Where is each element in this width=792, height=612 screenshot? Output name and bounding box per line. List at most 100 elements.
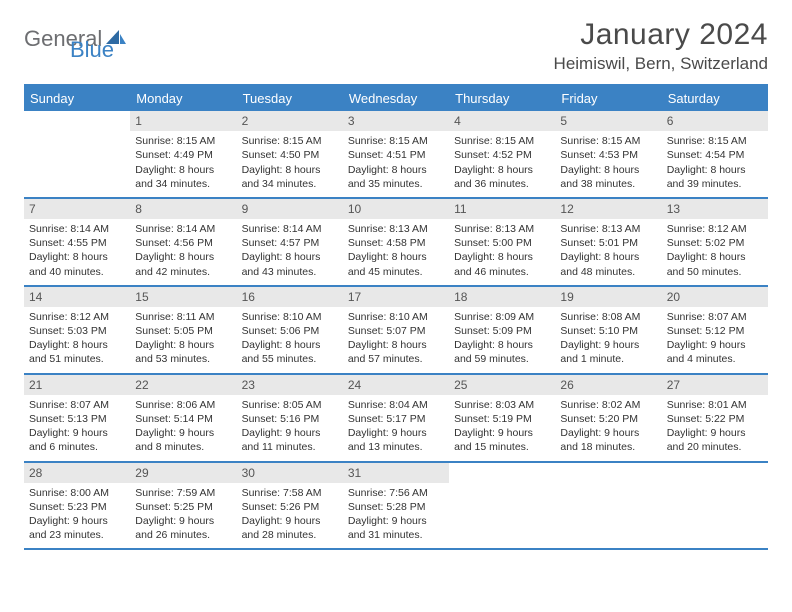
day-number: 24	[343, 375, 449, 395]
sunset-text: Sunset: 4:52 PM	[454, 148, 550, 162]
day-number: 13	[662, 199, 768, 219]
sunset-text: Sunset: 5:22 PM	[667, 412, 763, 426]
sunrise-text: Sunrise: 7:59 AM	[135, 486, 231, 500]
calendar-day-cell: 2 Sunrise: 8:15 AMSunset: 4:50 PMDaylight…	[237, 111, 343, 197]
daylight-line2: and 51 minutes.	[29, 352, 125, 366]
calendar-day-cell: 7Sunrise: 8:14 AMSunset: 4:55 PMDaylight…	[24, 199, 130, 285]
day-number: 18	[449, 287, 555, 307]
calendar-day-cell: 13Sunrise: 8:12 AMSunset: 5:02 PMDayligh…	[662, 199, 768, 285]
daylight-line1: Daylight: 8 hours	[242, 163, 338, 177]
calendar-day-cell	[555, 463, 661, 549]
day-number: 2	[237, 111, 343, 131]
brand-part2: Blue	[70, 37, 114, 63]
sunset-text: Sunset: 4:50 PM	[242, 148, 338, 162]
day-number: 30	[237, 463, 343, 483]
day-number: 31	[343, 463, 449, 483]
day-number: 6	[662, 111, 768, 131]
daylight-line1: Daylight: 9 hours	[242, 426, 338, 440]
daylight-line2: and 6 minutes.	[29, 440, 125, 454]
day-number: 3	[343, 111, 449, 131]
calendar-day-cell: 22Sunrise: 8:06 AMSunset: 5:14 PMDayligh…	[130, 375, 236, 461]
sunset-text: Sunset: 4:56 PM	[135, 236, 231, 250]
daylight-line1: Daylight: 9 hours	[242, 514, 338, 528]
day-number: 11	[449, 199, 555, 219]
weekday-header: Tuesday	[237, 86, 343, 111]
daylight-line1: Daylight: 9 hours	[135, 426, 231, 440]
daylight-line2: and 31 minutes.	[348, 528, 444, 542]
daylight-line2: and 55 minutes.	[242, 352, 338, 366]
sunrise-text: Sunrise: 8:15 AM	[242, 134, 338, 148]
daylight-line1: Daylight: 8 hours	[454, 338, 550, 352]
daylight-line2: and 43 minutes.	[242, 265, 338, 279]
page-title: January 2024	[554, 18, 768, 52]
weekday-header: Sunday	[24, 86, 130, 111]
daylight-line1: Daylight: 8 hours	[667, 163, 763, 177]
calendar-day-cell: 10Sunrise: 8:13 AMSunset: 4:58 PMDayligh…	[343, 199, 449, 285]
sunset-text: Sunset: 5:14 PM	[135, 412, 231, 426]
weekday-header: Wednesday	[343, 86, 449, 111]
day-number: 22	[130, 375, 236, 395]
sunrise-text: Sunrise: 8:11 AM	[135, 310, 231, 324]
sunrise-text: Sunrise: 8:08 AM	[560, 310, 656, 324]
calendar-day-cell: 4Sunrise: 8:15 AMSunset: 4:52 PMDaylight…	[449, 111, 555, 197]
sunrise-text: Sunrise: 8:14 AM	[242, 222, 338, 236]
daylight-line1: Daylight: 8 hours	[29, 338, 125, 352]
sunrise-text: Sunrise: 8:09 AM	[454, 310, 550, 324]
sunrise-text: Sunrise: 8:13 AM	[454, 222, 550, 236]
weekday-header-row: Sunday Monday Tuesday Wednesday Thursday…	[24, 86, 768, 111]
weekday-header: Friday	[555, 86, 661, 111]
daylight-line2: and 28 minutes.	[242, 528, 338, 542]
daylight-line2: and 59 minutes.	[454, 352, 550, 366]
day-number: 28	[24, 463, 130, 483]
sunset-text: Sunset: 4:51 PM	[348, 148, 444, 162]
daylight-line2: and 53 minutes.	[135, 352, 231, 366]
sunset-text: Sunset: 5:17 PM	[348, 412, 444, 426]
daylight-line2: and 36 minutes.	[454, 177, 550, 191]
calendar-week-row: 14Sunrise: 8:12 AMSunset: 5:03 PMDayligh…	[24, 287, 768, 375]
calendar-day-cell: 27Sunrise: 8:01 AMSunset: 5:22 PMDayligh…	[662, 375, 768, 461]
daylight-line2: and 40 minutes.	[29, 265, 125, 279]
daylight-line1: Daylight: 8 hours	[135, 250, 231, 264]
day-number: 15	[130, 287, 236, 307]
calendar-week-row: 1Sunrise: 8:15 AMSunset: 4:49 PMDaylight…	[24, 111, 768, 199]
sunset-text: Sunset: 5:10 PM	[560, 324, 656, 338]
sunrise-text: Sunrise: 8:03 AM	[454, 398, 550, 412]
daylight-line2: and 11 minutes.	[242, 440, 338, 454]
calendar-day-cell	[449, 463, 555, 549]
daylight-line2: and 20 minutes.	[667, 440, 763, 454]
sunset-text: Sunset: 4:57 PM	[242, 236, 338, 250]
day-number: 5	[555, 111, 661, 131]
daylight-line1: Daylight: 8 hours	[135, 338, 231, 352]
daylight-line2: and 23 minutes.	[29, 528, 125, 542]
daylight-line2: and 15 minutes.	[454, 440, 550, 454]
calendar-day-cell: 14Sunrise: 8:12 AMSunset: 5:03 PMDayligh…	[24, 287, 130, 373]
day-number: 27	[662, 375, 768, 395]
calendar-day-cell: 25Sunrise: 8:03 AMSunset: 5:19 PMDayligh…	[449, 375, 555, 461]
sunrise-text: Sunrise: 8:10 AM	[242, 310, 338, 324]
daylight-line2: and 34 minutes.	[242, 177, 338, 191]
sunrise-text: Sunrise: 7:56 AM	[348, 486, 444, 500]
sunrise-text: Sunrise: 7:58 AM	[242, 486, 338, 500]
daylight-line1: Daylight: 9 hours	[560, 426, 656, 440]
daylight-line1: Daylight: 9 hours	[29, 514, 125, 528]
sunrise-text: Sunrise: 8:10 AM	[348, 310, 444, 324]
day-number: 17	[343, 287, 449, 307]
sunset-text: Sunset: 5:19 PM	[454, 412, 550, 426]
daylight-line2: and 45 minutes.	[348, 265, 444, 279]
sunset-text: Sunset: 4:53 PM	[560, 148, 656, 162]
sunset-text: Sunset: 5:05 PM	[135, 324, 231, 338]
day-number: 1	[130, 111, 236, 131]
sunset-text: Sunset: 5:20 PM	[560, 412, 656, 426]
day-number: 19	[555, 287, 661, 307]
sunrise-text: Sunrise: 8:15 AM	[348, 134, 444, 148]
daylight-line2: and 35 minutes.	[348, 177, 444, 191]
calendar-day-cell: 6Sunrise: 8:15 AMSunset: 4:54 PMDaylight…	[662, 111, 768, 197]
calendar-day-cell: 5Sunrise: 8:15 AMSunset: 4:53 PMDaylight…	[555, 111, 661, 197]
sunset-text: Sunset: 5:16 PM	[242, 412, 338, 426]
calendar-day-cell: 16Sunrise: 8:10 AMSunset: 5:06 PMDayligh…	[237, 287, 343, 373]
sunset-text: Sunset: 5:26 PM	[242, 500, 338, 514]
sunset-text: Sunset: 5:12 PM	[667, 324, 763, 338]
calendar-day-cell: 17Sunrise: 8:10 AMSunset: 5:07 PMDayligh…	[343, 287, 449, 373]
sunset-text: Sunset: 5:07 PM	[348, 324, 444, 338]
calendar-day-cell: 26Sunrise: 8:02 AMSunset: 5:20 PMDayligh…	[555, 375, 661, 461]
